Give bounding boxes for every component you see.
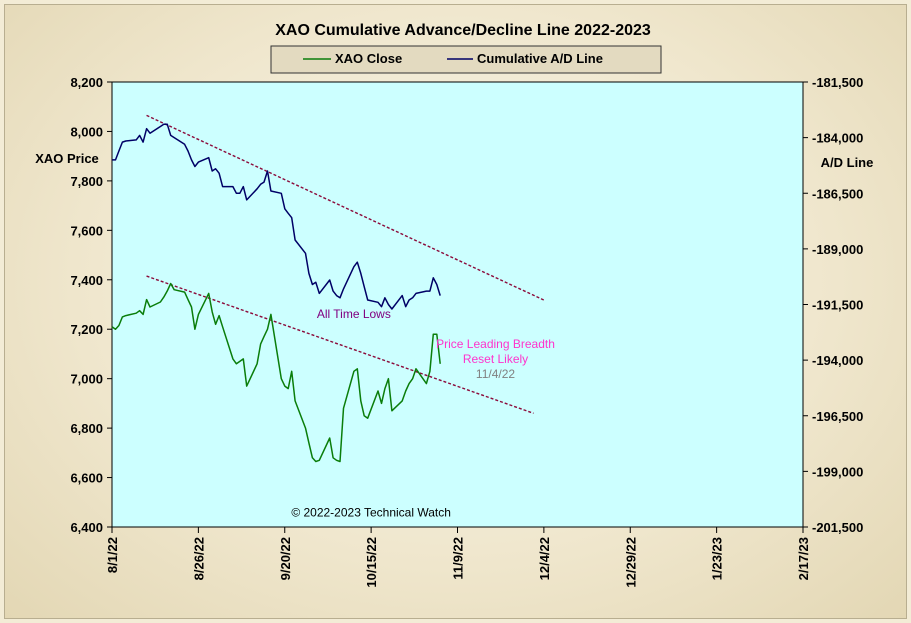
x-ticks: 8/1/22 8/26/22 9/20/22 10/15/22 11/9/22 12/4/… [105, 527, 811, 588]
legend-label-ad: Cumulative A/D Line [477, 51, 603, 66]
y-left-tick-label: 8,000 [70, 124, 103, 139]
legend-label-xao: XAO Close [335, 51, 402, 66]
x-tick-label: 8/26/22 [191, 537, 206, 580]
annotations: All Time Lows Price Leading BreadthReset … [291, 307, 555, 520]
trendline [146, 114, 545, 301]
y-left-tick-label: 8,200 [70, 75, 103, 90]
y-right-tick-label: -194,000 [812, 353, 863, 368]
y-left-tick-label: 7,200 [70, 322, 103, 337]
copyright-text: © 2022-2023 Technical Watch [291, 506, 451, 520]
y-right-tick-label: -189,000 [812, 242, 863, 257]
xao-close-line [111, 282, 441, 463]
y-left-label: XAO Price [35, 151, 99, 166]
chart-frame: XAO Cumulative Advance/Decline Line 2022… [4, 4, 907, 619]
y-right-tick-label: -201,500 [812, 520, 863, 535]
y-right-tick-label: -199,000 [812, 464, 863, 479]
x-tick-label: 1/23/23 [710, 537, 725, 580]
y-right-label: A/D Line [821, 155, 874, 170]
annotation-text: Reset Likely [463, 352, 528, 366]
y-right-tick-label: -181,500 [812, 75, 863, 90]
trendline [146, 275, 534, 414]
legend: XAO Close Cumulative A/D Line [270, 45, 662, 74]
x-tick-label: 12/4/22 [537, 537, 552, 580]
trendlines [146, 114, 545, 414]
y-left-tick-label: 6,600 [70, 471, 103, 486]
y-right-tick-label: -196,500 [812, 409, 863, 424]
y-left-tick-label: 6,400 [70, 520, 103, 535]
y-right-tick-label: -186,500 [812, 186, 863, 201]
y-left-ticks: 8,200 8,000 7,800 7,600 7,400 7,200 7,000 6,800… [70, 75, 112, 535]
x-tick-label: 10/15/22 [364, 537, 379, 588]
annotation-text: 11/4/22 [476, 367, 515, 381]
annotation-text: All Time Lows [317, 307, 391, 321]
x-tick-label: 9/20/22 [278, 537, 293, 580]
x-tick-label: 2/17/23 [796, 537, 811, 580]
y-left-tick-label: 7,600 [70, 223, 103, 238]
chart-svg: XAO Cumulative Advance/Decline Line 2022… [35, 22, 874, 588]
annotation-text: Price Leading Breadth [436, 337, 555, 351]
chart-title: XAO Cumulative Advance/Decline Line 2022… [275, 22, 651, 39]
x-tick-label: 11/9/22 [451, 537, 466, 580]
y-left-tick-label: 7,400 [70, 273, 103, 288]
x-tick-label: 8/1/22 [105, 537, 120, 573]
y-right-tick-label: -184,000 [812, 131, 863, 146]
x-tick-label: 12/29/22 [623, 537, 638, 588]
y-left-tick-label: 7,800 [70, 174, 103, 189]
ad-line [112, 123, 441, 310]
y-left-tick-label: 7,000 [70, 372, 103, 387]
y-right-tick-label: -191,500 [812, 298, 863, 313]
plot-area [111, 81, 804, 528]
y-right-ticks: -181,500 -184,000 -186,500 -189,000 -191,500… [803, 75, 863, 535]
series-lines [111, 123, 441, 463]
y-left-tick-label: 6,800 [70, 421, 103, 436]
